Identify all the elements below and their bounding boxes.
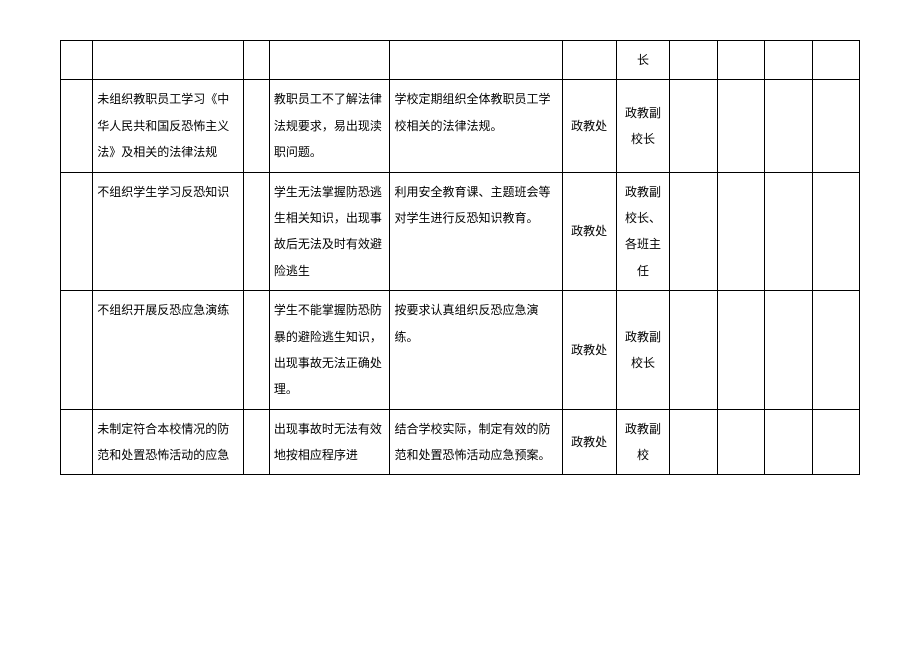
cell-owner: 政教副校长、各班主任: [616, 172, 670, 291]
cell: [812, 172, 859, 291]
risk-table: 长 未组织教职员工学习《中华人民共和国反恐怖主义法》及相关的法律法规 教职员工不…: [60, 40, 860, 475]
cell: [765, 41, 812, 80]
cell-owner: 政教副校长: [616, 80, 670, 172]
cell-measure: 利用安全教育课、主题班会等对学生进行反恐知识教育。: [390, 172, 562, 291]
cell: [670, 41, 717, 80]
table-row: 未组织教职员工学习《中华人民共和国反恐怖主义法》及相关的法律法规 教职员工不了解…: [61, 80, 860, 172]
table-row: 未制定符合本校情况的防范和处置恐怖活动的应急 出现事故时无法有效地按相应程序进 …: [61, 409, 860, 475]
cell: [61, 80, 93, 172]
cell: 长: [616, 41, 670, 80]
cell: [812, 41, 859, 80]
cell: [61, 409, 93, 475]
cell: [765, 172, 812, 291]
cell: [670, 409, 717, 475]
cell-risk: 不组织开展反恐应急演练: [93, 291, 244, 410]
cell-consequence: 教职员工不了解法律法规要求，易出现渎职问题。: [269, 80, 390, 172]
cell-risk: 不组织学生学习反恐知识: [93, 172, 244, 291]
cell: [61, 172, 93, 291]
cell: [765, 80, 812, 172]
cell: [812, 80, 859, 172]
table-row: 不组织学生学习反恐知识 学生无法掌握防恐逃生相关知识，出现事故后无法及时有效避险…: [61, 172, 860, 291]
cell: [765, 409, 812, 475]
cell-measure: 结合学校实际，制定有效的防范和处置恐怖活动应急预案。: [390, 409, 562, 475]
cell: [390, 41, 562, 80]
cell-risk: 未组织教职员工学习《中华人民共和国反恐怖主义法》及相关的法律法规: [93, 80, 244, 172]
cell: [93, 41, 244, 80]
cell: [765, 291, 812, 410]
cell: [61, 291, 93, 410]
table-row: 不组织开展反恐应急演练 学生不能掌握防恐防暴的避险逃生知识，出现事故无法正确处理…: [61, 291, 860, 410]
cell-measure: 学校定期组织全体教职员工学校相关的法律法规。: [390, 80, 562, 172]
cell: [717, 409, 764, 475]
cell: [670, 291, 717, 410]
cell: [717, 172, 764, 291]
table-row: 长: [61, 41, 860, 80]
cell: [812, 409, 859, 475]
cell: [244, 291, 270, 410]
cell: [670, 80, 717, 172]
cell: [61, 41, 93, 80]
cell-owner: 政教副校: [616, 409, 670, 475]
cell-consequence: 学生不能掌握防恐防暴的避险逃生知识，出现事故无法正确处理。: [269, 291, 390, 410]
cell-consequence: 学生无法掌握防恐逃生相关知识，出现事故后无法及时有效避险逃生: [269, 172, 390, 291]
cell: [717, 41, 764, 80]
cell: [562, 41, 616, 80]
cell: [244, 172, 270, 291]
cell-dept: 政教处: [562, 291, 616, 410]
cell: [670, 172, 717, 291]
cell: [244, 80, 270, 172]
cell: [812, 291, 859, 410]
cell-dept: 政教处: [562, 172, 616, 291]
cell-owner: 政教副校长: [616, 291, 670, 410]
cell: [717, 80, 764, 172]
cell: [269, 41, 390, 80]
cell-dept: 政教处: [562, 80, 616, 172]
cell-dept: 政教处: [562, 409, 616, 475]
cell: [244, 41, 270, 80]
cell-risk: 未制定符合本校情况的防范和处置恐怖活动的应急: [93, 409, 244, 475]
cell: [717, 291, 764, 410]
cell-measure: 按要求认真组织反恐应急演练。: [390, 291, 562, 410]
cell-consequence: 出现事故时无法有效地按相应程序进: [269, 409, 390, 475]
cell: [244, 409, 270, 475]
document-page: 长 未组织教职员工学习《中华人民共和国反恐怖主义法》及相关的法律法规 教职员工不…: [0, 0, 920, 651]
